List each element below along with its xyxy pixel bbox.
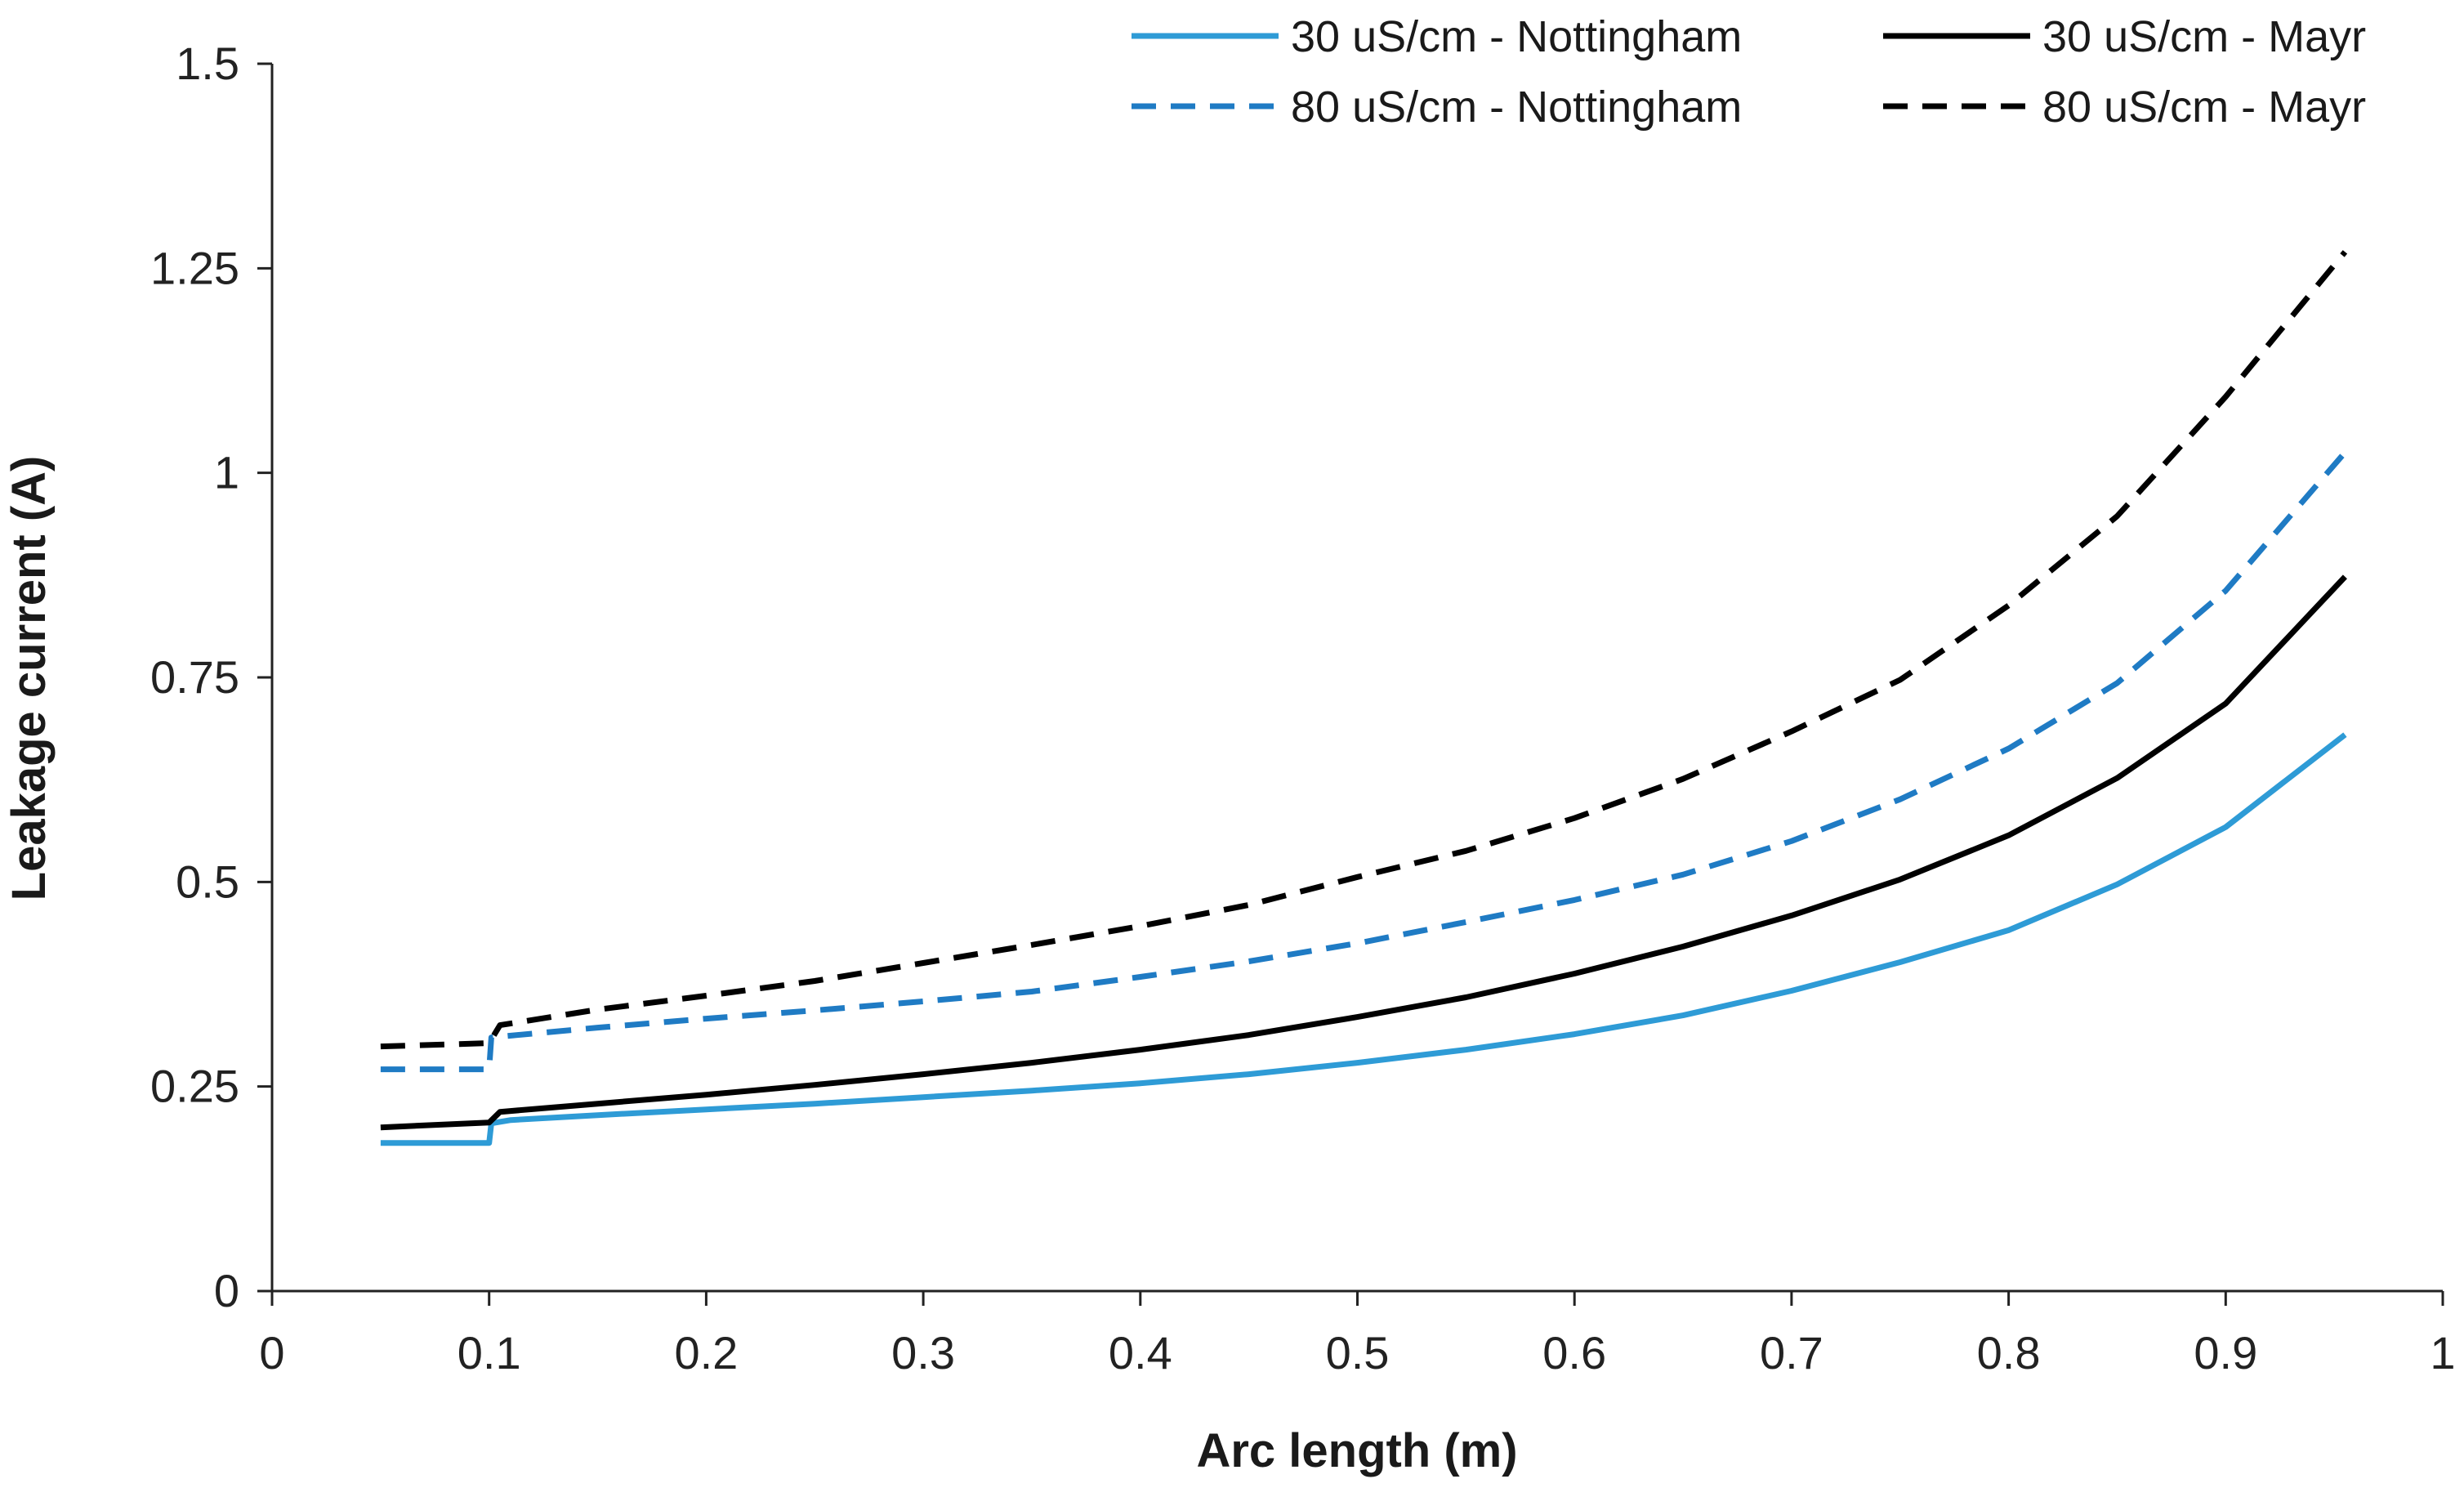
y-tick-label: 0	[214, 1265, 239, 1316]
series-layer	[380, 250, 2348, 1146]
y-tick-label: 1.5	[176, 38, 239, 89]
x-tick-label: 0.4	[1109, 1327, 1172, 1379]
x-tick-label: 0	[259, 1327, 284, 1379]
legend: 30 uS/cm - Nottingham 30 uS/cm - Mayr 80 u…	[1132, 12, 2366, 132]
x-tick-label: 0.9	[2194, 1327, 2257, 1379]
x-tick-label: 0.6	[1542, 1327, 1606, 1379]
x-tick-label: 0.3	[891, 1327, 955, 1379]
x-axis-ticks: 0 0.1 0.2 0.3 0.4 0.5 0.6 0.7 0.8 0.9 1	[259, 1291, 2456, 1379]
legend-label-2: 30 uS/cm - Mayr	[2042, 12, 2366, 61]
y-tick-label: 0.25	[150, 1061, 239, 1112]
x-tick-label: 0.5	[1326, 1327, 1390, 1379]
y-axis-ticks: 0 0.25 0.5 0.75 1 1.25 1.5	[150, 38, 272, 1316]
series-line-1	[380, 732, 2347, 1146]
y-tick-label: 1	[214, 447, 239, 498]
x-tick-label: 0.7	[1760, 1327, 1823, 1379]
legend-label-4: 80 uS/cm - Mayr	[2042, 83, 2366, 132]
y-tick-label: 0.75	[150, 651, 239, 703]
series-line-4	[380, 250, 2348, 1050]
legend-label-1: 30 uS/cm - Nottingham	[1291, 12, 1742, 61]
x-tick-label: 0.2	[674, 1327, 738, 1379]
x-tick-label: 0.8	[1977, 1327, 2041, 1379]
y-tick-label: 0.5	[176, 856, 239, 907]
series-line-3	[380, 450, 2348, 1073]
x-axis-title: Arc length (m)	[1196, 1424, 1517, 1477]
x-tick-label: 0.1	[458, 1327, 521, 1379]
y-tick-label: 1.25	[150, 242, 239, 293]
legend-label-3: 80 uS/cm - Nottingham	[1291, 83, 1742, 132]
x-tick-label: 1	[2430, 1327, 2455, 1379]
y-axis-title: Leakage current (A)	[2, 456, 56, 901]
series-line-2	[380, 574, 2347, 1131]
